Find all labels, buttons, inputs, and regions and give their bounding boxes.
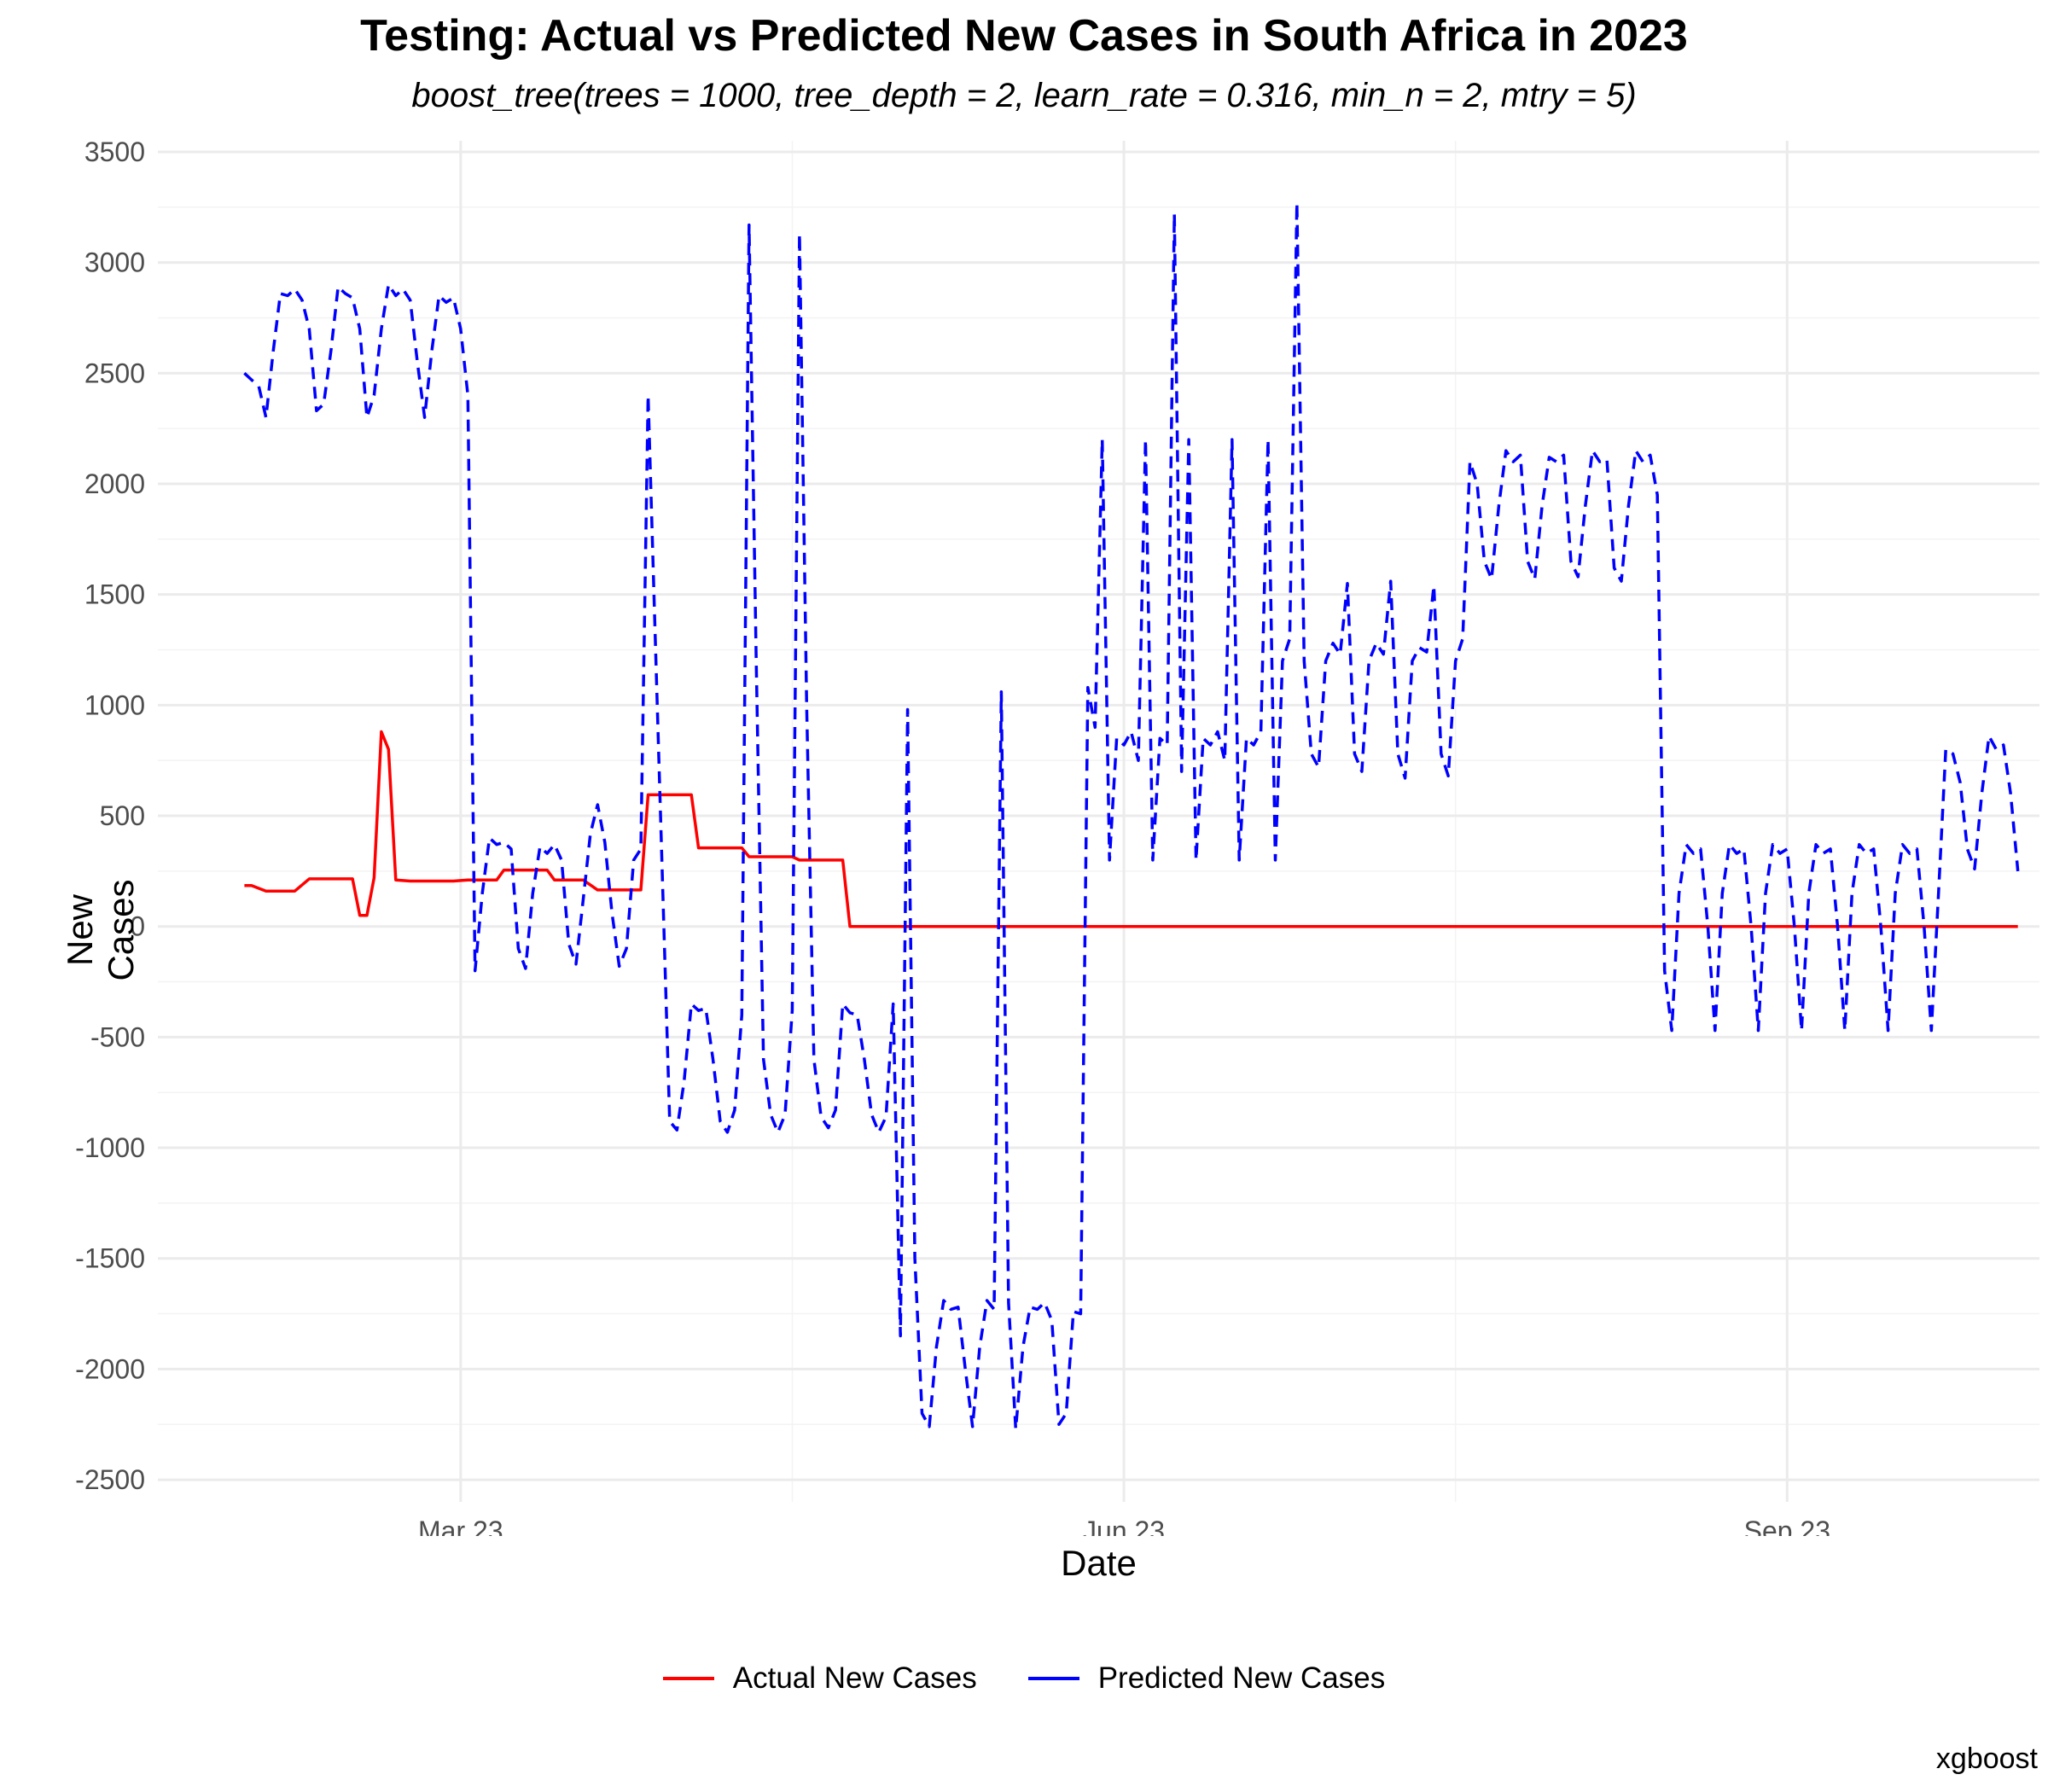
line-chart: -2500 -2000 -1500 -1000 -500 0 500 1000 1500 2000… — [75, 137, 2039, 1536]
y-tick-label: -500 — [90, 1021, 145, 1052]
x-axis-ticks: Mar 23 Jun 23 Sep 23 — [418, 1516, 1830, 1536]
y-tick-label: -2500 — [75, 1464, 145, 1495]
y-tick-label: 3000 — [84, 247, 145, 278]
y-tick-label: 1000 — [84, 689, 145, 720]
major-gridlines — [158, 141, 2039, 1502]
x-axis-label: Date — [1061, 1543, 1137, 1583]
legend-label-predicted: Predicted New Cases — [1097, 1661, 1386, 1695]
chart-title: Testing: Actual vs Predicted New Cases i… — [360, 11, 1688, 61]
chart-subtitle: boost_tree(trees = 1000, tree_depth = 2,… — [411, 77, 1637, 114]
legend-item-predicted: Predicted New Cases — [1027, 1661, 1386, 1696]
minor-gridlines — [158, 141, 2039, 1502]
legend: Actual New Cases Predicted New Cases — [0, 1661, 2048, 1696]
actual-series-line — [244, 730, 2018, 928]
legend-label-actual: Actual New Cases — [732, 1661, 977, 1695]
y-tick-label: -1000 — [75, 1132, 145, 1163]
legend-swatch-actual — [662, 1677, 714, 1680]
chart-caption: xgboost — [1935, 1743, 2038, 1775]
y-tick-label: 2000 — [84, 468, 145, 499]
y-tick-label: -1500 — [75, 1243, 145, 1274]
y-tick-label: 0 — [130, 911, 145, 942]
x-tick-label: Mar 23 — [418, 1516, 503, 1536]
predicted-series-line — [243, 201, 2020, 1431]
y-tick-label: 2500 — [84, 358, 145, 388]
series-layer — [243, 201, 2020, 1431]
y-axis-ticks: -2500 -2000 -1500 -1000 -500 0 500 1000 1500 2000… — [75, 137, 145, 1495]
y-tick-label: -2000 — [75, 1353, 145, 1384]
y-tick-label: 1500 — [84, 579, 145, 610]
y-tick-label: 500 — [100, 800, 145, 831]
x-tick-label: Sep 23 — [1744, 1516, 1830, 1536]
legend-item-actual: Actual New Cases — [662, 1661, 977, 1696]
y-axis-label: New Cases — [60, 879, 141, 981]
legend-swatch-predicted — [1027, 1677, 1079, 1680]
y-tick-label: 3500 — [84, 137, 145, 167]
x-tick-label: Jun 23 — [1083, 1516, 1165, 1536]
